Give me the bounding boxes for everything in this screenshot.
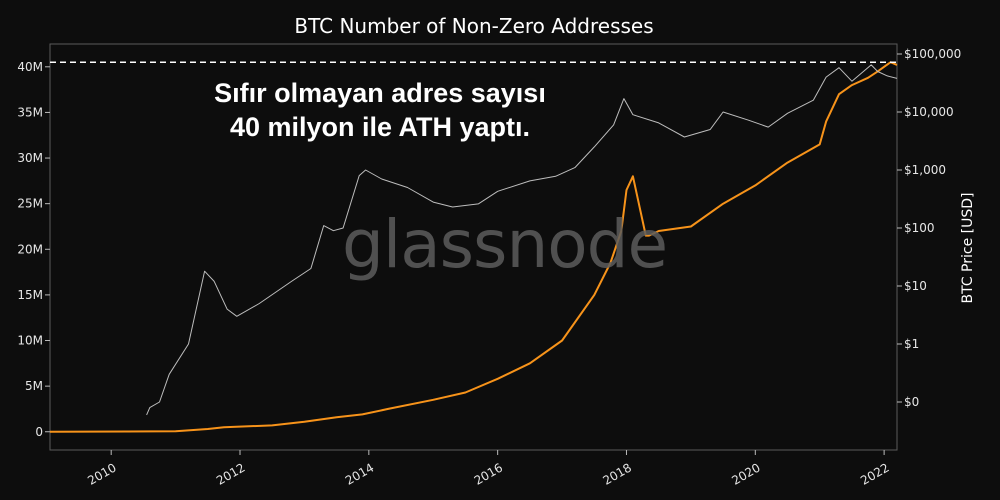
- x-tick-label: 2018: [601, 460, 634, 487]
- x-tick-label: 2016: [472, 460, 505, 487]
- y-left-tick-label: 5M: [25, 379, 43, 393]
- y-left-tick-label: 15M: [17, 288, 43, 302]
- annotation-text: Sıfır olmayan adres sayısı 40 milyon ile…: [190, 76, 570, 144]
- y-right-tick-label: $10,000: [904, 105, 954, 119]
- watermark-text: glassnode: [342, 206, 668, 283]
- y-left-tick-label: 30M: [17, 151, 43, 165]
- x-tick-label: 2010: [85, 460, 118, 487]
- y-left-tick-label: 10M: [17, 334, 43, 348]
- plot-frame: [49, 43, 898, 451]
- y-right-tick-label: $1: [904, 337, 919, 351]
- x-tick-label: 2020: [729, 460, 762, 487]
- y-axis-right: $0 $1 $10 $100 $1,000 $10,000 $100,000: [897, 47, 961, 409]
- series-line-non-zero-addresses: [49, 61, 898, 433]
- y-left-tick-label: 25M: [17, 197, 43, 211]
- y-axis-left: 0 5M 10M 15M 20M 25M 30M 35M 40M: [17, 60, 50, 439]
- right-axis-title: BTC Price [USD]: [960, 192, 976, 304]
- annotation-line-1: Sıfır olmayan adres sayısı: [214, 78, 546, 108]
- x-axis: 2010 2012 2014 2016 2018 2020 2022: [85, 450, 892, 488]
- y-left-tick-label: 20M: [17, 242, 43, 256]
- y-right-tick-label: $10: [904, 279, 927, 293]
- chart-title: BTC Number of Non-Zero Addresses: [294, 14, 654, 38]
- x-tick-label: 2014: [343, 460, 376, 487]
- x-tick-label: 2012: [214, 460, 247, 487]
- series-layer: [49, 61, 898, 433]
- y-right-tick-label: $100,000: [904, 47, 961, 61]
- y-right-tick-label: $1,000: [904, 163, 946, 177]
- y-right-tick-label: $100: [904, 221, 935, 235]
- x-tick-label: 2022: [858, 460, 891, 487]
- y-left-tick-label: 40M: [17, 60, 43, 74]
- y-left-tick-label: 35M: [17, 105, 43, 119]
- y-right-tick-label: $0: [904, 395, 919, 409]
- annotation-line-2: 40 milyon ile ATH yaptı.: [229, 112, 531, 142]
- y-left-tick-label: 0: [35, 425, 43, 439]
- series-line-btc-price: [146, 64, 898, 416]
